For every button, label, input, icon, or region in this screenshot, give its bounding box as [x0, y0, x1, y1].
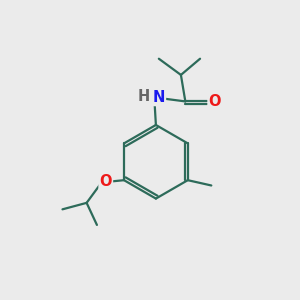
- Text: O: O: [208, 94, 221, 109]
- Text: O: O: [100, 174, 112, 189]
- Text: N: N: [153, 90, 165, 105]
- Text: H: H: [138, 89, 150, 104]
